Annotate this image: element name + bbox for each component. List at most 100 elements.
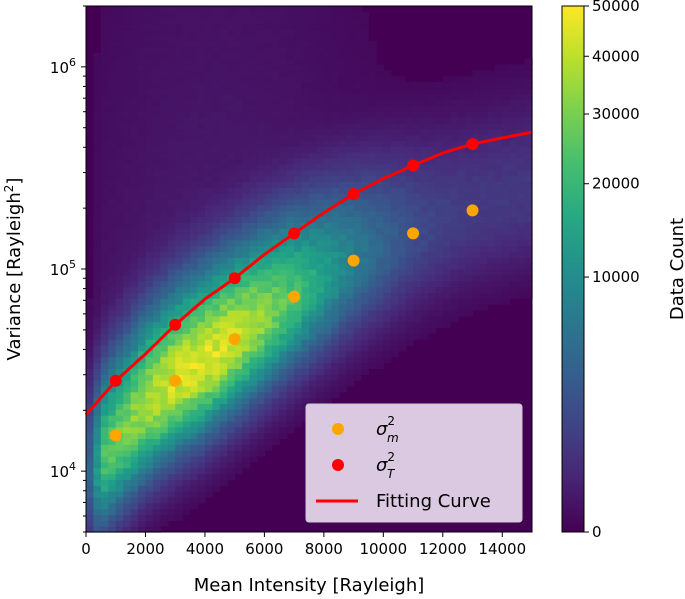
heatmap-cell (479, 257, 488, 264)
heatmap-cell (100, 350, 109, 358)
heatmap-cell (204, 128, 213, 136)
heatmap-cell (204, 29, 213, 36)
heatmap-cell (160, 105, 169, 112)
heatmap-cell (100, 374, 109, 381)
heatmap-cell (338, 339, 347, 346)
heatmap-cell (435, 93, 444, 101)
heatmap-cell (190, 46, 199, 54)
heatmap-cell (517, 204, 526, 212)
heatmap-cell (227, 35, 236, 42)
heatmap-cell (286, 426, 295, 434)
heatmap-cell (316, 46, 325, 54)
heatmap-cell (427, 257, 436, 264)
heatmap-cell (138, 298, 147, 305)
heatmap-cell (123, 415, 132, 422)
heatmap-cell (301, 11, 310, 19)
heatmap-cell (368, 280, 377, 288)
heatmap-cell (175, 169, 184, 177)
heatmap-cell (346, 11, 355, 19)
heatmap-cell (204, 362, 213, 369)
heatmap-cell (219, 175, 228, 182)
heatmap-cell (145, 198, 154, 206)
heatmap-cell (338, 374, 347, 381)
heatmap-cell (182, 122, 191, 130)
heatmap-cell (108, 239, 117, 247)
heatmap-cell (487, 122, 496, 130)
heatmap-cell (390, 233, 399, 241)
heatmap-cell (368, 263, 377, 270)
heatmap-cell (212, 46, 221, 54)
heatmap-cell (361, 58, 370, 66)
heatmap-cell (190, 456, 199, 463)
heatmap-cell (442, 280, 451, 288)
heatmap-cell (190, 169, 199, 177)
heatmap-cell (197, 491, 206, 498)
heatmap-cell (405, 269, 414, 276)
heatmap-cell (331, 175, 340, 182)
heatmap-cell (442, 122, 451, 130)
heatmap-cell (420, 169, 429, 177)
heatmap-cell (197, 169, 206, 177)
heatmap-cell (152, 17, 161, 25)
heatmap-cell (100, 508, 109, 516)
heatmap-cell (316, 181, 325, 188)
heatmap-cell (316, 391, 325, 399)
heatmap-cell (182, 210, 191, 217)
heatmap-cell (465, 286, 474, 293)
heatmap-cell (353, 58, 362, 66)
heatmap-cell (190, 193, 199, 200)
heatmap-cell (517, 169, 526, 177)
heatmap-cell (442, 111, 451, 118)
heatmap-cell (115, 251, 124, 258)
heatmap-cell (256, 105, 265, 112)
heatmap-cell (219, 327, 228, 334)
heatmap-cell (115, 520, 124, 527)
heatmap-cell (256, 181, 265, 188)
heatmap-cell (264, 298, 273, 305)
heatmap-cell (331, 391, 340, 399)
heatmap-cell (383, 128, 392, 136)
heatmap-cell (494, 187, 503, 194)
heatmap-cell (249, 157, 258, 165)
heatmap-cell (427, 298, 436, 305)
heatmap-cell (479, 263, 488, 270)
heatmap-cell (361, 344, 370, 352)
heatmap-cell (361, 17, 370, 25)
heatmap-cell (242, 444, 251, 451)
heatmap-cell (346, 339, 355, 346)
heatmap-cell (301, 181, 310, 188)
heatmap-cell (271, 269, 280, 276)
heatmap-cell (219, 368, 228, 375)
heatmap-cell (368, 210, 377, 217)
heatmap-cell (331, 339, 340, 346)
heatmap-cell (219, 23, 228, 30)
heatmap-cell (420, 146, 429, 153)
heatmap-cell (100, 409, 109, 416)
heatmap-cell (212, 152, 221, 159)
heatmap-cell (152, 134, 161, 142)
heatmap-cell (368, 198, 377, 206)
heatmap-cell (160, 81, 169, 89)
heatmap-cell (294, 41, 303, 48)
heatmap-cell (435, 274, 444, 282)
heatmap-cell (353, 210, 362, 217)
heatmap-cell (190, 140, 199, 147)
heatmap-cell (152, 333, 161, 340)
heatmap-cell (108, 274, 117, 282)
heatmap-cell (442, 187, 451, 194)
heatmap-cell (309, 380, 318, 387)
heatmap-cell (234, 385, 243, 393)
heatmap-cell (138, 526, 147, 533)
heatmap-cell (375, 64, 384, 71)
heatmap-cell (115, 23, 124, 30)
heatmap-cell (353, 70, 362, 77)
heatmap-cell (331, 321, 340, 329)
heatmap-cell (390, 193, 399, 200)
heatmap-cell (457, 245, 466, 253)
heatmap-cell (368, 46, 377, 54)
heatmap-cell (316, 374, 325, 381)
heatmap-cell (182, 117, 191, 124)
heatmap-cell (338, 274, 347, 282)
heatmap-cell (256, 280, 265, 288)
heatmap-cell (160, 163, 169, 171)
